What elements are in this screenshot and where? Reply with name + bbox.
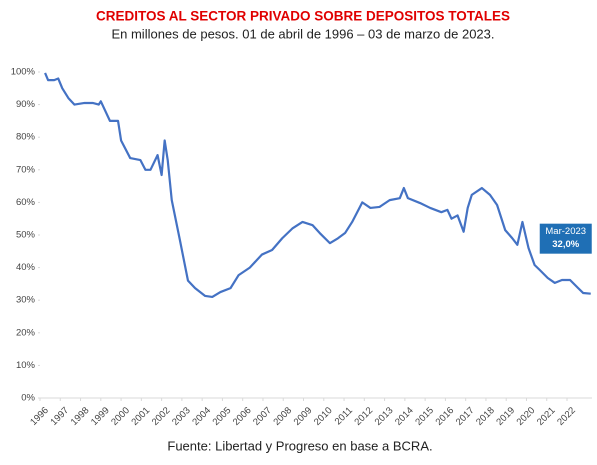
x-tick-label: 2015 <box>413 405 436 428</box>
value-label: 32,0% <box>552 239 579 250</box>
y-tick-label: 60% <box>16 197 36 208</box>
x-tick-label: 2011 <box>333 405 355 427</box>
x-tick-label: 1997 <box>48 405 71 428</box>
x-tick-label: 2019 <box>494 405 517 428</box>
chart-subtitle: En millones de pesos. 01 de abril de 199… <box>111 26 494 41</box>
y-tick-label: 90% <box>16 99 36 110</box>
x-tick-label: 2000 <box>109 405 132 428</box>
y-tick-label: 80% <box>16 132 36 143</box>
x-tick-label: 2014 <box>393 405 416 428</box>
x-tick-label: 2001 <box>130 405 153 428</box>
x-tick-label: 2010 <box>312 405 335 428</box>
x-tick-label: 2007 <box>251 405 274 428</box>
y-tick-label: 70% <box>16 164 36 175</box>
y-tick-label: 100% <box>11 67 36 78</box>
x-tick-label: 2009 <box>292 405 315 428</box>
x-tick-label: 2006 <box>231 405 254 428</box>
x-tick-label: 2021 <box>535 405 558 428</box>
x-tick-label: 2002 <box>150 405 173 428</box>
line-series <box>44 72 591 299</box>
x-tick-label: 1996 <box>28 405 51 428</box>
y-tick-label: 10% <box>16 360 36 371</box>
x-tick-label: 2022 <box>555 405 578 428</box>
x-tick-label: 2013 <box>373 405 396 428</box>
y-tick-label: 30% <box>16 295 36 306</box>
x-tick-label: 1999 <box>89 405 112 428</box>
x-tick-label: 2018 <box>474 405 497 428</box>
y-tick-label: 0% <box>21 393 35 404</box>
x-tick-label: 2017 <box>454 405 477 428</box>
x-tick-label: 2003 <box>170 405 193 428</box>
chart-title: CREDITOS AL SECTOR PRIVADO SOBRE DEPOSIT… <box>96 9 510 24</box>
y-tick-label: 20% <box>16 327 36 338</box>
y-tick-label: 50% <box>16 230 36 241</box>
x-tick-label: 1998 <box>69 405 92 428</box>
x-tick-label: 2016 <box>434 405 457 428</box>
x-tick-label: 2012 <box>352 405 375 428</box>
x-tick-label: 2020 <box>515 405 538 428</box>
y-tick-label: 40% <box>16 262 36 273</box>
x-tick-label: 2004 <box>190 405 213 428</box>
annotation-box <box>539 223 592 254</box>
annotation-label: Mar-2023 <box>545 226 586 237</box>
chart-source: Fuente: Libertad y Progreso en base a BC… <box>167 438 432 453</box>
x-tick-label: 2005 <box>211 405 234 428</box>
x-tick-label: 2008 <box>271 405 294 428</box>
